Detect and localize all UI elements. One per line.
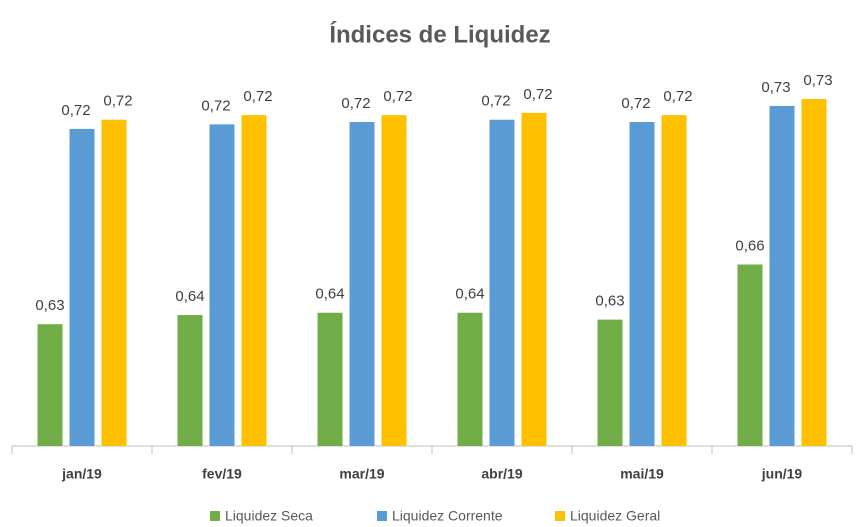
value-label: 0,63 <box>595 293 624 310</box>
value-label: 0,73 <box>761 79 790 96</box>
x-tick-label: fev/19 <box>202 466 242 482</box>
bar <box>597 319 623 446</box>
bar <box>69 128 95 446</box>
bar <box>349 122 375 447</box>
legend-label: Liquidez Corrente <box>392 508 503 524</box>
value-label: 0,63 <box>35 297 64 314</box>
value-label: 0,72 <box>663 88 692 105</box>
bar <box>381 115 407 447</box>
value-label: 0,72 <box>103 93 132 110</box>
value-label: 0,72 <box>383 88 412 105</box>
value-label: 0,72 <box>341 95 370 112</box>
legend-swatch <box>377 511 387 521</box>
value-label: 0,72 <box>201 97 230 114</box>
bar <box>629 122 655 447</box>
bar <box>37 324 63 446</box>
legend-swatch <box>555 511 565 521</box>
bar <box>489 119 515 446</box>
value-label: 0,73 <box>803 72 832 89</box>
bar <box>737 264 763 446</box>
x-tick-label: mar/19 <box>339 466 384 482</box>
legend-label: Liquidez Geral <box>570 508 660 524</box>
value-label: 0,64 <box>175 288 204 305</box>
value-label: 0,64 <box>315 286 344 303</box>
x-tick-label: abr/19 <box>481 466 522 482</box>
bar <box>177 315 203 446</box>
value-label: 0,72 <box>243 88 272 105</box>
bar <box>241 115 267 447</box>
bar <box>801 99 827 447</box>
value-label: 0,72 <box>481 93 510 110</box>
bar <box>521 112 547 446</box>
value-label: 0,66 <box>735 237 764 254</box>
chart-title: Índices de Liquidez <box>329 20 550 48</box>
x-tick-label: jun/19 <box>761 466 803 482</box>
value-label: 0,72 <box>621 95 650 112</box>
legend-swatch <box>210 511 220 521</box>
legend-label: Liquidez Seca <box>225 508 313 524</box>
bar <box>101 119 127 446</box>
value-label: 0,72 <box>523 86 552 103</box>
value-label: 0,64 <box>455 286 484 303</box>
bar <box>457 312 483 446</box>
bar <box>769 105 795 446</box>
x-tick-label: jan/19 <box>61 466 102 482</box>
bar <box>661 115 687 447</box>
x-tick-label: mai/19 <box>620 466 664 482</box>
bar <box>209 124 235 446</box>
bar <box>317 312 343 446</box>
value-label: 0,72 <box>61 102 90 119</box>
